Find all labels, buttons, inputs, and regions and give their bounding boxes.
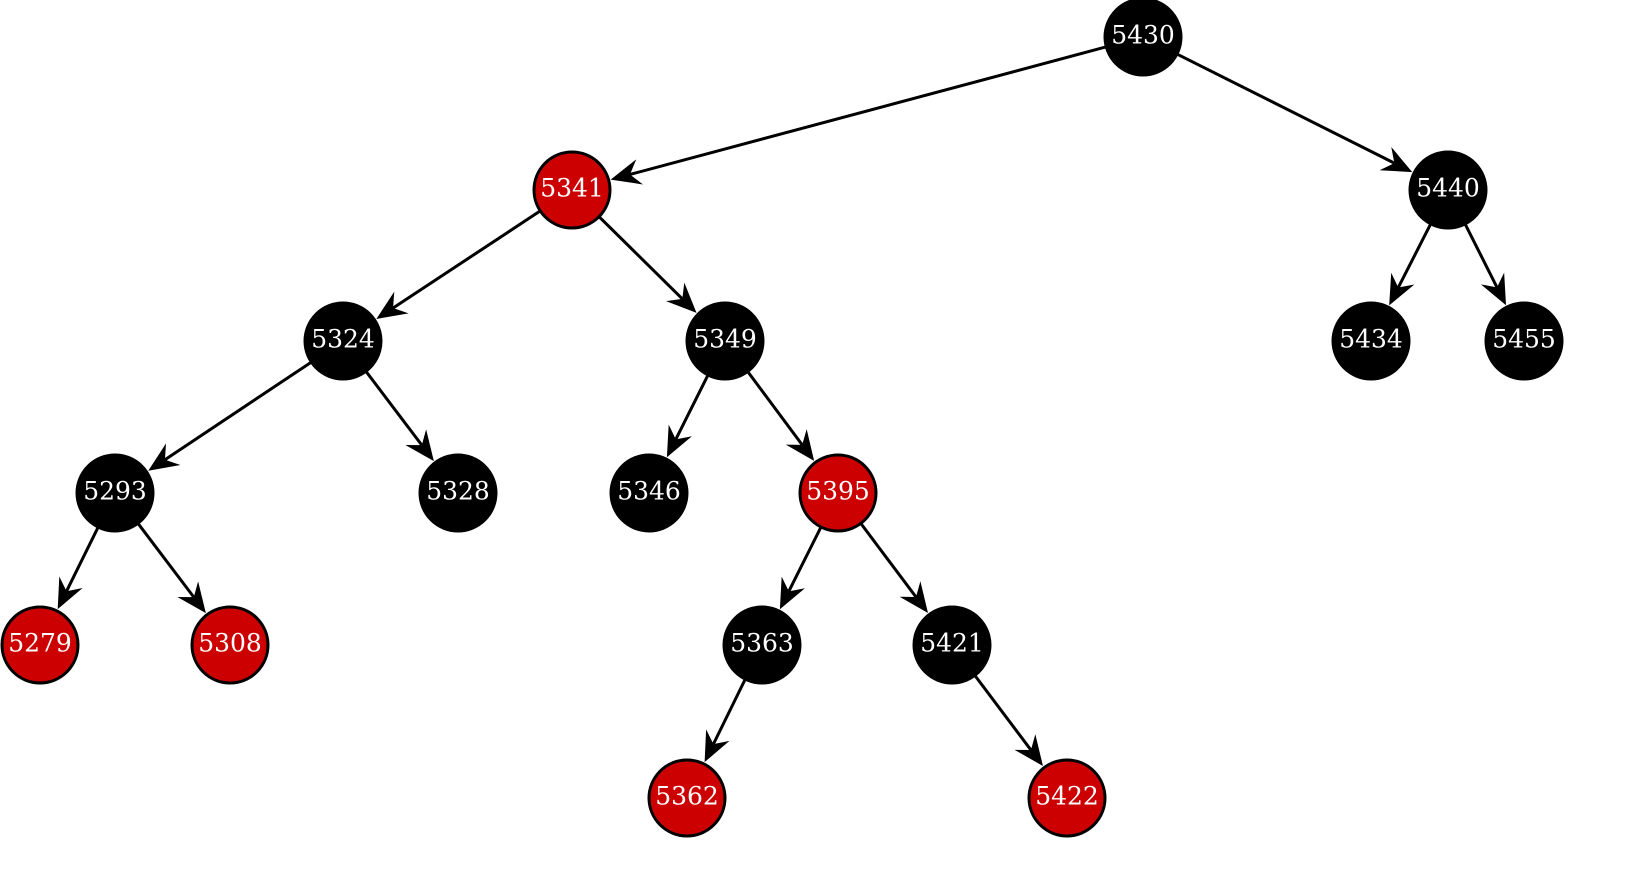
tree-node [532,150,612,230]
node-label: 5328 [426,477,490,506]
arrowhead [1379,146,1413,173]
arrowhead [666,282,697,313]
tree-node [418,453,498,533]
arrowhead [666,424,692,458]
edge [597,215,684,300]
node-label: 5324 [311,325,375,354]
tree-node [1331,301,1411,381]
node-label: 5363 [730,629,794,658]
edge [392,209,542,310]
tree-node [190,605,270,685]
arrowhead [1389,272,1415,306]
edge [1176,52,1396,165]
node-label: 5308 [198,629,262,658]
tree-node [798,453,878,533]
arrowhead [1014,734,1043,767]
tree-node [912,605,992,685]
tree-node [0,605,80,685]
tree-node [75,453,155,533]
edge [712,678,747,745]
arrowhead [376,291,409,319]
node-label: 5430 [1111,21,1175,50]
arrowhead [610,159,643,185]
edge [859,522,918,598]
node-label: 5395 [806,477,870,506]
tree-node [609,453,689,533]
arrowhead [704,729,730,763]
edge [164,360,313,461]
arrowhead [899,581,928,613]
tree-node [647,758,727,838]
tree-node [1027,758,1107,838]
arrowhead [785,429,815,461]
node-label: 5440 [1416,174,1480,203]
nodes: 5430 5341 5440 5324 5349 5434 5455 5293 5328 5346… [0,0,1564,838]
node-label: 5434 [1339,325,1403,354]
tree-node [722,605,802,685]
node-label: 5349 [693,325,757,354]
tree-node [1103,0,1183,77]
tree-node [1484,301,1564,381]
node-label: 5346 [617,477,681,506]
node-label: 5279 [8,629,72,658]
edge [364,370,423,447]
arrowhead [148,443,181,471]
arrowhead [57,576,83,610]
edge [1396,223,1433,289]
tree-node [1408,150,1488,230]
node-label: 5421 [920,629,984,658]
tree-node [303,301,383,381]
node-label: 5455 [1492,325,1556,354]
node-label: 5341 [540,174,604,203]
edge [674,374,710,441]
node-label: 5422 [1035,782,1099,811]
edge [787,526,823,593]
arrowhead [177,581,206,614]
edge [629,45,1107,176]
edge [746,370,804,446]
tree-node [685,301,765,381]
edges [57,45,1507,767]
arrowhead [779,576,805,610]
edge [973,674,1033,751]
edge [136,522,195,599]
arrowhead [405,429,434,462]
arrowhead [1480,272,1507,306]
edge [65,526,100,592]
node-label: 5362 [655,782,719,811]
node-label: 5293 [83,477,147,506]
edge [1463,223,1499,289]
